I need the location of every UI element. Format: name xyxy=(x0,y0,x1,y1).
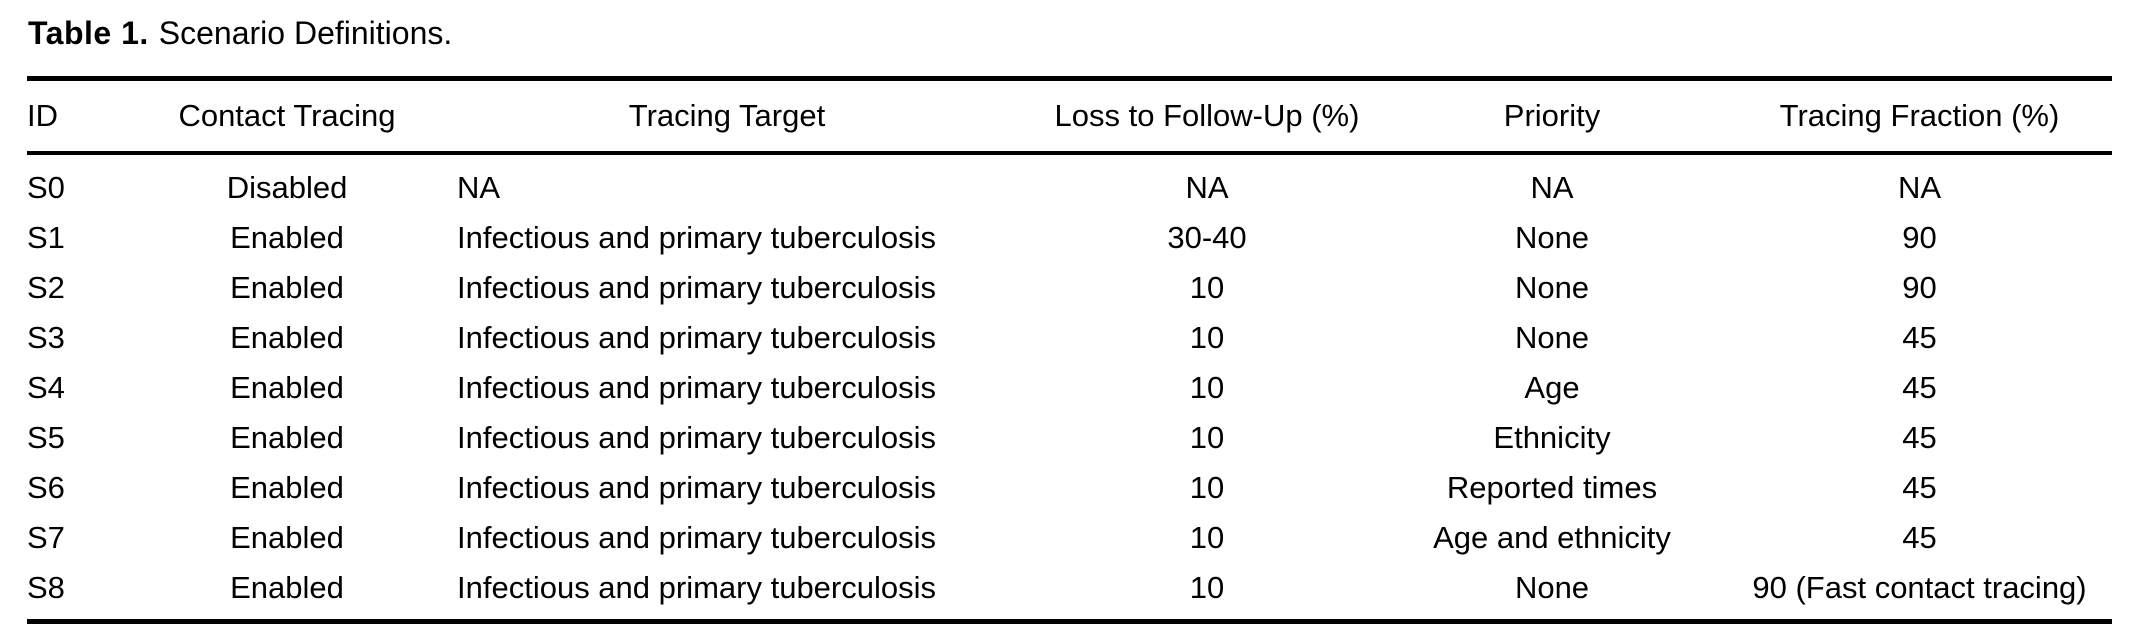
table-body: S0 Disabled NA NA NA NA S1 Enabled Infectious an… xyxy=(27,153,2112,625)
table-row-s3: S3 Enabled Infectious and primary tubercul… xyxy=(27,313,2112,363)
cell-tracing-fraction: 90 (Fast contact tracing) xyxy=(1727,563,2112,625)
cell-loss-to-follow-up: 10 xyxy=(1037,563,1377,625)
cell-tracing-target: Infectious and primary tuberculosis xyxy=(457,520,937,556)
page: Table 1. Scenario Definitions. ID Contact … xyxy=(27,14,2112,625)
cell-id: S0 xyxy=(27,170,65,206)
column-header-tracing-target: Tracing Target xyxy=(417,78,1037,156)
cell-contact-tracing: Enabled xyxy=(230,470,344,506)
cell-loss-to-follow-up: 10 xyxy=(1189,270,1225,306)
cell-id: S6 xyxy=(27,470,65,506)
cell-priority: None xyxy=(1377,563,1727,625)
cell-priority: Age and ethnicity xyxy=(1433,520,1671,556)
cell-tracing-fraction: 90 xyxy=(1902,220,1937,256)
table-caption: Table 1. Scenario Definitions. xyxy=(28,14,2112,52)
cell-tracing-target: Infectious and primary tuberculosis xyxy=(457,320,937,356)
column-header-tracing-fraction: Tracing Fraction (%) xyxy=(1727,78,2112,156)
table-caption-label: Table 1. xyxy=(28,15,149,51)
cell-loss-to-follow-up: NA xyxy=(1185,170,1229,206)
column-header-id: ID xyxy=(27,78,157,156)
cell-contact-tracing: Enabled xyxy=(230,420,344,456)
cell-contact-tracing: Enabled xyxy=(157,563,417,625)
cell-contact-tracing: Enabled xyxy=(230,220,344,256)
cell-id: S7 xyxy=(27,520,65,556)
table-row-s8: S8 Enabled Infectious and primary tubercul… xyxy=(27,563,2112,625)
scenario-definitions-table: ID Contact Tracing Tracing Target Loss to F… xyxy=(27,76,2112,625)
table-row-s5: S5 Enabled Infectious and primary tubercul… xyxy=(27,413,2112,463)
cell-tracing-fraction: 45 xyxy=(1902,320,1937,356)
cell-tracing-target: Infectious and primary tuberculosis xyxy=(457,420,937,456)
cell-tracing-fraction: 90 xyxy=(1902,270,1937,306)
cell-tracing-target: Infectious and primary tuberculosis xyxy=(457,470,937,506)
cell-loss-to-follow-up: 10 xyxy=(1189,420,1225,456)
cell-id: S5 xyxy=(27,420,65,456)
cell-priority: None xyxy=(1514,220,1590,256)
table-row-s7: S7 Enabled Infectious and primary tubercul… xyxy=(27,513,2112,563)
table-row-s1: S1 Enabled Infectious and primary tubercul… xyxy=(27,213,2112,263)
cell-priority: None xyxy=(1514,320,1590,356)
cell-id: S3 xyxy=(27,320,65,356)
cell-contact-tracing: Enabled xyxy=(230,520,344,556)
cell-id: S2 xyxy=(27,270,65,306)
cell-contact-tracing: Enabled xyxy=(230,320,344,356)
cell-priority: None xyxy=(1514,270,1590,306)
cell-priority: Ethnicity xyxy=(1493,420,1611,456)
cell-tracing-target: Infectious and primary tuberculosis xyxy=(417,563,1037,625)
header-row: ID Contact Tracing Tracing Target Loss to F… xyxy=(27,78,2112,156)
table-row-s0: S0 Disabled NA NA NA NA xyxy=(27,153,2112,213)
cell-contact-tracing: Enabled xyxy=(230,370,344,406)
cell-priority: Age xyxy=(1524,370,1580,406)
column-header-loss-to-follow-up: Loss to Follow-Up (%) xyxy=(1037,78,1377,156)
table-header: ID Contact Tracing Tracing Target Loss to F… xyxy=(27,78,2112,156)
cell-loss-to-follow-up: 10 xyxy=(1189,520,1225,556)
cell-tracing-target: NA xyxy=(457,170,501,206)
cell-loss-to-follow-up: 10 xyxy=(1189,470,1225,506)
cell-loss-to-follow-up: 10 xyxy=(1189,320,1225,356)
cell-id: S8 xyxy=(27,563,157,625)
table-row-s2: S2 Enabled Infectious and primary tubercul… xyxy=(27,263,2112,313)
cell-tracing-fraction: 45 xyxy=(1902,370,1937,406)
cell-tracing-fraction: 45 xyxy=(1902,470,1937,506)
cell-priority: Reported times xyxy=(1446,470,1658,506)
cell-tracing-fraction: 45 xyxy=(1902,520,1937,556)
table-row-s4: S4 Enabled Infectious and primary tubercul… xyxy=(27,363,2112,413)
cell-loss-to-follow-up: 10 xyxy=(1189,370,1225,406)
cell-id: S4 xyxy=(27,370,65,406)
cell-priority: NA xyxy=(1530,170,1574,206)
cell-id: S1 xyxy=(27,220,65,256)
table-caption-text: Scenario Definitions. xyxy=(158,15,453,51)
cell-tracing-fraction: NA xyxy=(1897,170,1942,206)
table-row-s6: S6 Enabled Infectious and primary tubercul… xyxy=(27,463,2112,513)
cell-contact-tracing: Enabled xyxy=(230,270,344,306)
cell-contact-tracing: Disabled xyxy=(226,170,348,206)
cell-tracing-target: Infectious and primary tuberculosis xyxy=(457,370,937,406)
column-header-contact-tracing: Contact Tracing xyxy=(157,78,417,156)
column-header-priority: Priority xyxy=(1377,78,1727,156)
cell-loss-to-follow-up: 30-40 xyxy=(1167,220,1247,256)
cell-tracing-fraction: 45 xyxy=(1902,420,1937,456)
cell-tracing-target: Infectious and primary tuberculosis xyxy=(457,270,937,306)
cell-tracing-target: Infectious and primary tuberculosis xyxy=(457,220,937,256)
